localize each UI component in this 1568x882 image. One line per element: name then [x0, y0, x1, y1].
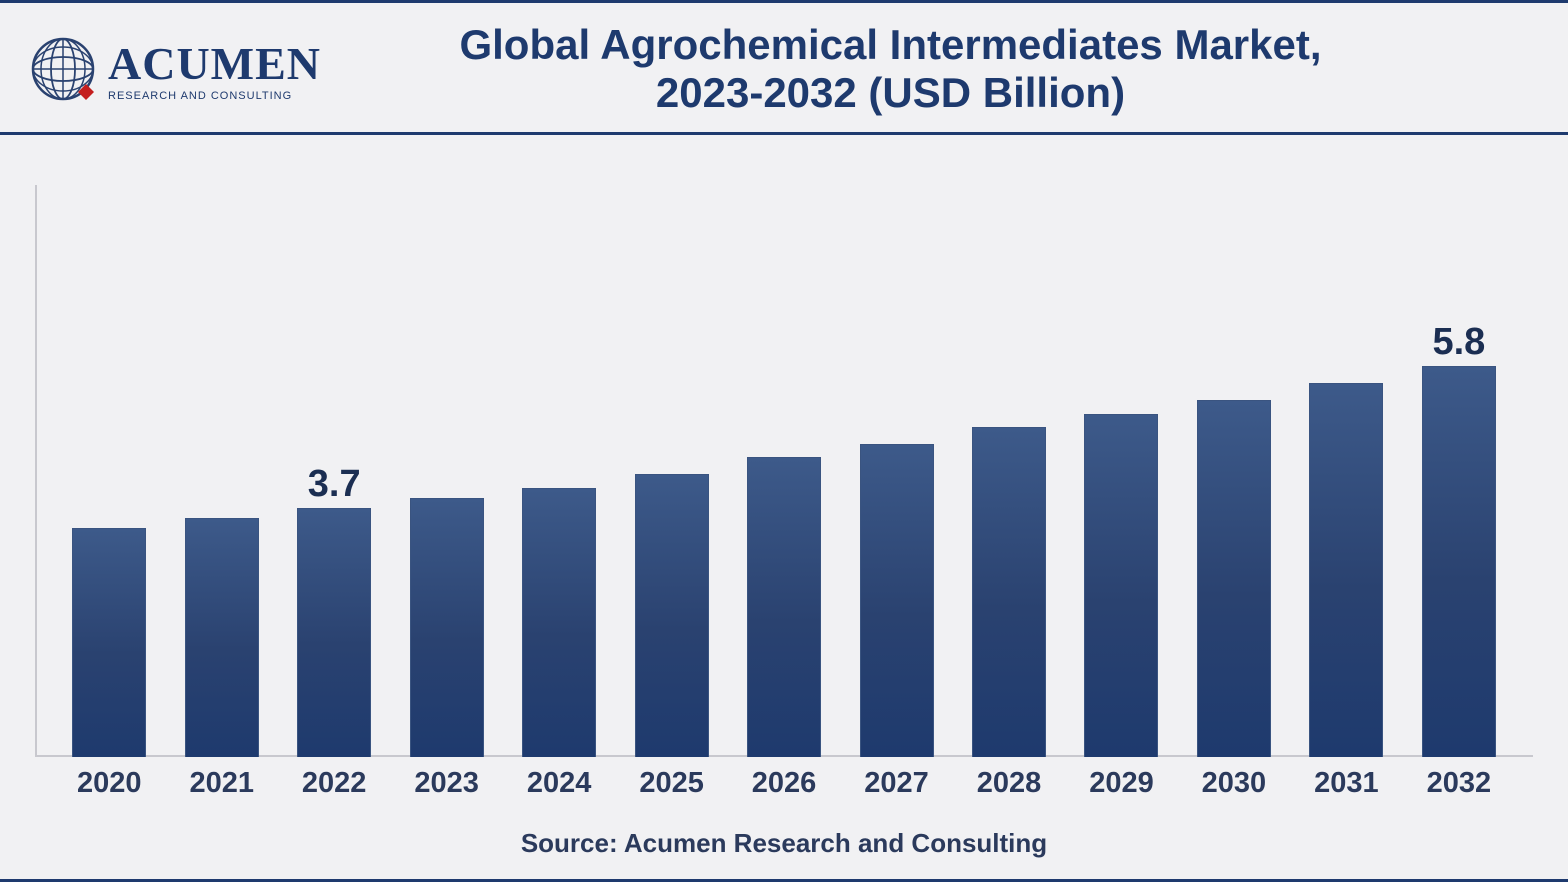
- bar: [410, 498, 484, 757]
- bar: [1197, 400, 1271, 757]
- bars-wrap: 3.7 5.8: [35, 185, 1533, 757]
- bar-value-label: 3.7: [308, 463, 361, 506]
- chart-area: 3.7 5.8: [35, 185, 1533, 757]
- bar-group: [390, 185, 502, 757]
- bar-group: [615, 185, 727, 757]
- bar-group: [840, 185, 952, 757]
- x-axis-label: 2024: [503, 767, 615, 800]
- chart-container: 3.75.8 202020212022202320242025202620272…: [0, 135, 1568, 882]
- bar: [522, 488, 596, 757]
- bar-group: 5.8: [1403, 185, 1515, 757]
- bar-group: [503, 185, 615, 757]
- x-axis-label: 2023: [390, 767, 502, 800]
- x-axis-label: 2022: [278, 767, 390, 800]
- x-axis-label: 2027: [840, 767, 952, 800]
- bar: [747, 457, 821, 757]
- bar-value-label: 5.8: [1432, 321, 1485, 364]
- logo-globe-icon: [28, 34, 98, 104]
- x-axis-label: 2026: [728, 767, 840, 800]
- bar: [1084, 414, 1158, 757]
- bar: [972, 427, 1046, 757]
- logo: ACUMEN RESEARCH AND CONSULTING: [28, 34, 321, 104]
- x-axis-label: 2030: [1178, 767, 1290, 800]
- bar-group: 3.7: [278, 185, 390, 757]
- bar: [72, 528, 146, 757]
- bar-group: [165, 185, 277, 757]
- bar: 5.8: [1422, 366, 1496, 757]
- x-axis-label: 2031: [1290, 767, 1402, 800]
- bar: [1309, 383, 1383, 757]
- bar-group: [953, 185, 1065, 757]
- bar: [860, 444, 934, 757]
- logo-text: ACUMEN RESEARCH AND CONSULTING: [108, 37, 321, 102]
- title-area: Global Agrochemical Intermediates Market…: [321, 21, 1540, 118]
- x-axis-label: 2020: [53, 767, 165, 800]
- bar-group: [728, 185, 840, 757]
- bar: 3.7: [297, 508, 371, 757]
- x-axis-label: 2032: [1403, 767, 1515, 800]
- header: ACUMEN RESEARCH AND CONSULTING Global Ag…: [0, 0, 1568, 135]
- x-axis-label: 2028: [953, 767, 1065, 800]
- bar: [185, 518, 259, 757]
- x-axis-label: 2029: [1065, 767, 1177, 800]
- x-axis-label: 2021: [165, 767, 277, 800]
- bar-group: [1065, 185, 1177, 757]
- bar-group: [53, 185, 165, 757]
- x-axis-label: 2025: [615, 767, 727, 800]
- bar-group: [1178, 185, 1290, 757]
- bar: [635, 474, 709, 757]
- logo-tagline: RESEARCH AND CONSULTING: [108, 90, 321, 102]
- chart-title: Global Agrochemical Intermediates Market…: [321, 21, 1460, 118]
- chart-source: Source: Acumen Research and Consulting: [35, 828, 1533, 859]
- x-axis-labels: 2020202120222023202420252026202720282029…: [35, 757, 1533, 800]
- bar-group: [1290, 185, 1402, 757]
- title-line-2: 2023-2032 (USD Billion): [656, 69, 1125, 116]
- title-line-1: Global Agrochemical Intermediates Market…: [459, 21, 1321, 68]
- logo-name: ACUMEN: [108, 37, 321, 90]
